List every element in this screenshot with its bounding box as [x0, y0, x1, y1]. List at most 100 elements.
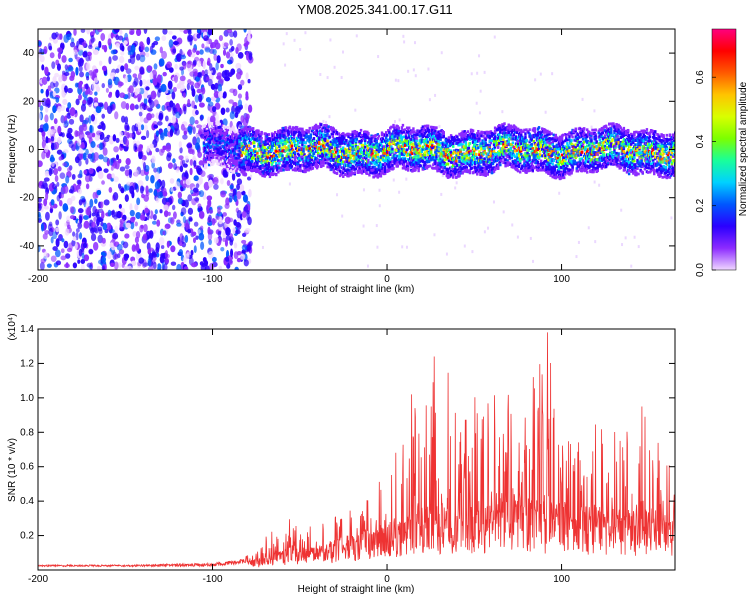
spectrogram-cell — [245, 113, 250, 120]
spectrogram-cell — [341, 135, 344, 138]
spectrogram-cell — [235, 229, 241, 235]
spectrogram-cell — [198, 102, 205, 108]
spectrogram-cell — [167, 211, 171, 216]
spectrogram-cell — [49, 112, 54, 121]
spectrogram-cell — [220, 132, 223, 135]
spectrogram-cell — [144, 46, 150, 53]
spectrogram-cell — [151, 251, 157, 256]
spectrogram-cell — [179, 146, 183, 154]
spectrogram-cell — [190, 249, 194, 256]
spectrogram-cell — [81, 141, 85, 149]
spectrogram-cell — [290, 165, 294, 168]
spectrogram-cell — [77, 207, 84, 214]
spectrogram-cell — [169, 100, 174, 108]
spectrogram-cell — [114, 111, 119, 120]
spectrogram-cell — [316, 151, 320, 155]
spectrogram-cell — [86, 262, 93, 268]
spectrogram-cell — [173, 211, 177, 220]
spectrogram-cell — [276, 136, 279, 140]
spectrogram-cell — [361, 154, 365, 158]
spectrogram-cell — [245, 147, 249, 151]
spectrogram-cell — [266, 155, 270, 159]
spectrogram-cell — [371, 160, 374, 164]
spectrogram-cell — [175, 168, 180, 173]
spectrogram-cell — [214, 82, 219, 90]
spectrogram-cell — [138, 257, 145, 264]
spectrogram-cell — [80, 243, 85, 253]
spectrogram-cell — [178, 141, 182, 149]
spectrogram-cell — [92, 191, 97, 200]
spectrogram-cell — [330, 167, 333, 171]
spectrogram-cell — [247, 141, 251, 145]
spectrogram-cell — [225, 130, 229, 134]
spectrogram-cell — [119, 166, 126, 172]
spectrogram-cell — [205, 76, 210, 81]
spectrogram-cell — [320, 160, 323, 163]
spectrogram-cell — [335, 131, 339, 134]
spectrogram-cell — [289, 166, 293, 170]
spectrogram-cell — [245, 130, 249, 134]
spectrogram-cell — [411, 130, 414, 134]
spectrogram-cell — [182, 134, 188, 140]
spectrogram-cell — [285, 159, 288, 163]
spectrogram-cell — [222, 157, 226, 160]
spectrogram-cell — [292, 126, 296, 130]
spectrogram-cell — [142, 161, 147, 171]
spectrogram-cell — [179, 75, 186, 82]
spectrogram-cell — [297, 162, 300, 166]
spectrogram-cell — [368, 173, 371, 177]
spectrogram-cell — [39, 105, 44, 111]
spectrogram-cell — [226, 138, 230, 141]
spectrogram-cell — [339, 159, 343, 162]
spectrogram-cell — [80, 259, 86, 264]
spectrogram-cell — [299, 48, 302, 52]
spectrogram-cell — [223, 144, 227, 148]
spectrogram-cell — [395, 143, 398, 146]
spectrogram-cell — [155, 197, 160, 203]
spectrogram-cell — [153, 229, 157, 234]
spectrogram-cell — [226, 126, 230, 130]
spectrogram-cell — [409, 132, 412, 136]
spectrogram-cell — [354, 143, 358, 147]
spectrogram-cell — [282, 42, 285, 46]
spectrogram-cell — [297, 165, 300, 169]
spectrogram-cell — [64, 228, 70, 236]
spectrogram-cell — [139, 66, 145, 75]
spectrogram-cell — [349, 146, 352, 150]
spectrogram-cell — [78, 232, 83, 240]
spectrogram-cell — [587, 226, 590, 230]
spectrogram-cell — [354, 144, 358, 148]
spectrogram-cell — [398, 155, 402, 159]
spectrogram-cell — [314, 144, 318, 148]
spectrogram-cell — [270, 148, 274, 152]
spectrogram-cell — [236, 145, 239, 148]
spectrogram-cell — [110, 32, 114, 39]
spectrogram-cell — [410, 161, 413, 165]
spectrogram-cell — [376, 137, 380, 140]
spectrogram-cell — [235, 47, 239, 55]
spectrogram-cell — [192, 155, 196, 162]
spectrogram-cell — [367, 158, 370, 162]
spectrogram-cell — [594, 240, 597, 244]
spectrogram-cell — [38, 244, 41, 253]
spectrogram-cell — [180, 207, 187, 215]
spectrogram-cell — [65, 107, 70, 113]
spectrogram-cell — [110, 262, 115, 268]
spectrogram-cell — [234, 266, 239, 270]
spectrogram-cell — [345, 150, 348, 154]
spectrogram-cell — [228, 138, 232, 142]
spectrogram-cell — [282, 160, 285, 164]
spectrogram-cell — [299, 167, 302, 171]
spectrogram-cell — [155, 252, 160, 258]
spectrogram-cell — [323, 141, 326, 145]
spectrogram-cell — [360, 139, 364, 142]
spectrogram-cell — [250, 169, 254, 173]
spectrogram-cell — [88, 44, 93, 50]
spectrogram-cell — [471, 250, 474, 254]
spectrogram-cell — [81, 252, 85, 260]
spectrogram-cell — [161, 179, 166, 189]
spectrogram-cell — [243, 167, 247, 171]
spectrogram-cell — [341, 214, 344, 218]
spectrogram-cell — [168, 39, 174, 48]
spectrogram-cell — [216, 143, 219, 147]
